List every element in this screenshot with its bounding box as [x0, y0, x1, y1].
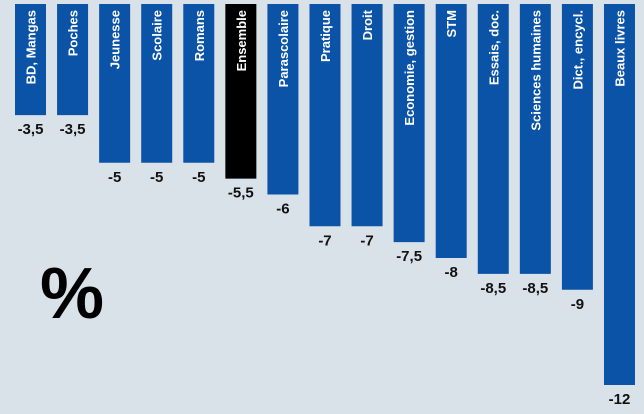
category-label-sciences-humaines: Sciences humaines: [528, 10, 543, 131]
bar-essais-doc: [477, 4, 509, 274]
bar-sciences-humaines: [519, 4, 551, 274]
value-label-dict-encycl: -9: [571, 296, 584, 313]
unit-label: %: [40, 254, 104, 334]
value-label-scolaire: -5: [150, 169, 163, 186]
value-label-essais-doc: -8,5: [480, 280, 506, 297]
bar-stm: [435, 4, 467, 258]
category-label-essais-doc: Essais, doc.: [486, 10, 501, 85]
bar-ensemble: [225, 4, 257, 179]
bar-romans: [183, 4, 215, 163]
category-label-dict-encycl: Dict., encycl.: [570, 10, 585, 89]
value-label-sciences-humaines: -8,5: [522, 280, 548, 297]
bar-bd-mangas: [15, 4, 46, 116]
value-label-poches: -3,5: [60, 121, 86, 138]
category-label-parascolaire: Parascolaire: [276, 10, 291, 87]
category-label-ensemble: Ensemble: [234, 10, 249, 71]
category-label-economie-gestion: Economie, gestion: [402, 10, 417, 126]
bar-dict-encycl: [561, 4, 593, 290]
bar-economie-gestion: [393, 4, 425, 243]
category-label-scolaire: Scolaire: [150, 10, 165, 61]
bar-jeunesse: [99, 4, 131, 163]
bar-poches: [57, 4, 89, 116]
category-label-beaux-livres: Beaux livres: [612, 10, 627, 87]
category-label-poches: Poches: [66, 10, 81, 56]
category-label-jeunesse: Jeunesse: [108, 10, 123, 69]
category-label-bd-mangas: BD, Mangas: [24, 10, 39, 84]
value-label-bd-mangas: -3,5: [18, 121, 44, 138]
bar-pratique: [309, 4, 341, 227]
bar-scolaire: [141, 4, 173, 163]
bar-droit: [351, 4, 383, 227]
value-label-beaux-livres: -12: [609, 391, 631, 408]
value-label-pratique: -7: [318, 232, 331, 249]
category-label-stm: STM: [444, 10, 459, 37]
value-label-parascolaire: -6: [276, 201, 289, 218]
value-label-economie-gestion: -7,5: [396, 248, 422, 265]
value-label-stm: -8: [445, 264, 458, 281]
bar-beaux-livres: [603, 4, 635, 385]
value-label-jeunesse: -5: [108, 169, 121, 186]
bar-parascolaire: [267, 4, 299, 195]
value-label-ensemble: -5,5: [228, 185, 254, 202]
category-label-pratique: Pratique: [318, 10, 333, 62]
value-label-romans: -5: [192, 169, 205, 186]
category-label-romans: Romans: [192, 10, 207, 61]
value-label-droit: -7: [360, 232, 373, 249]
category-label-droit: Droit: [360, 9, 375, 40]
